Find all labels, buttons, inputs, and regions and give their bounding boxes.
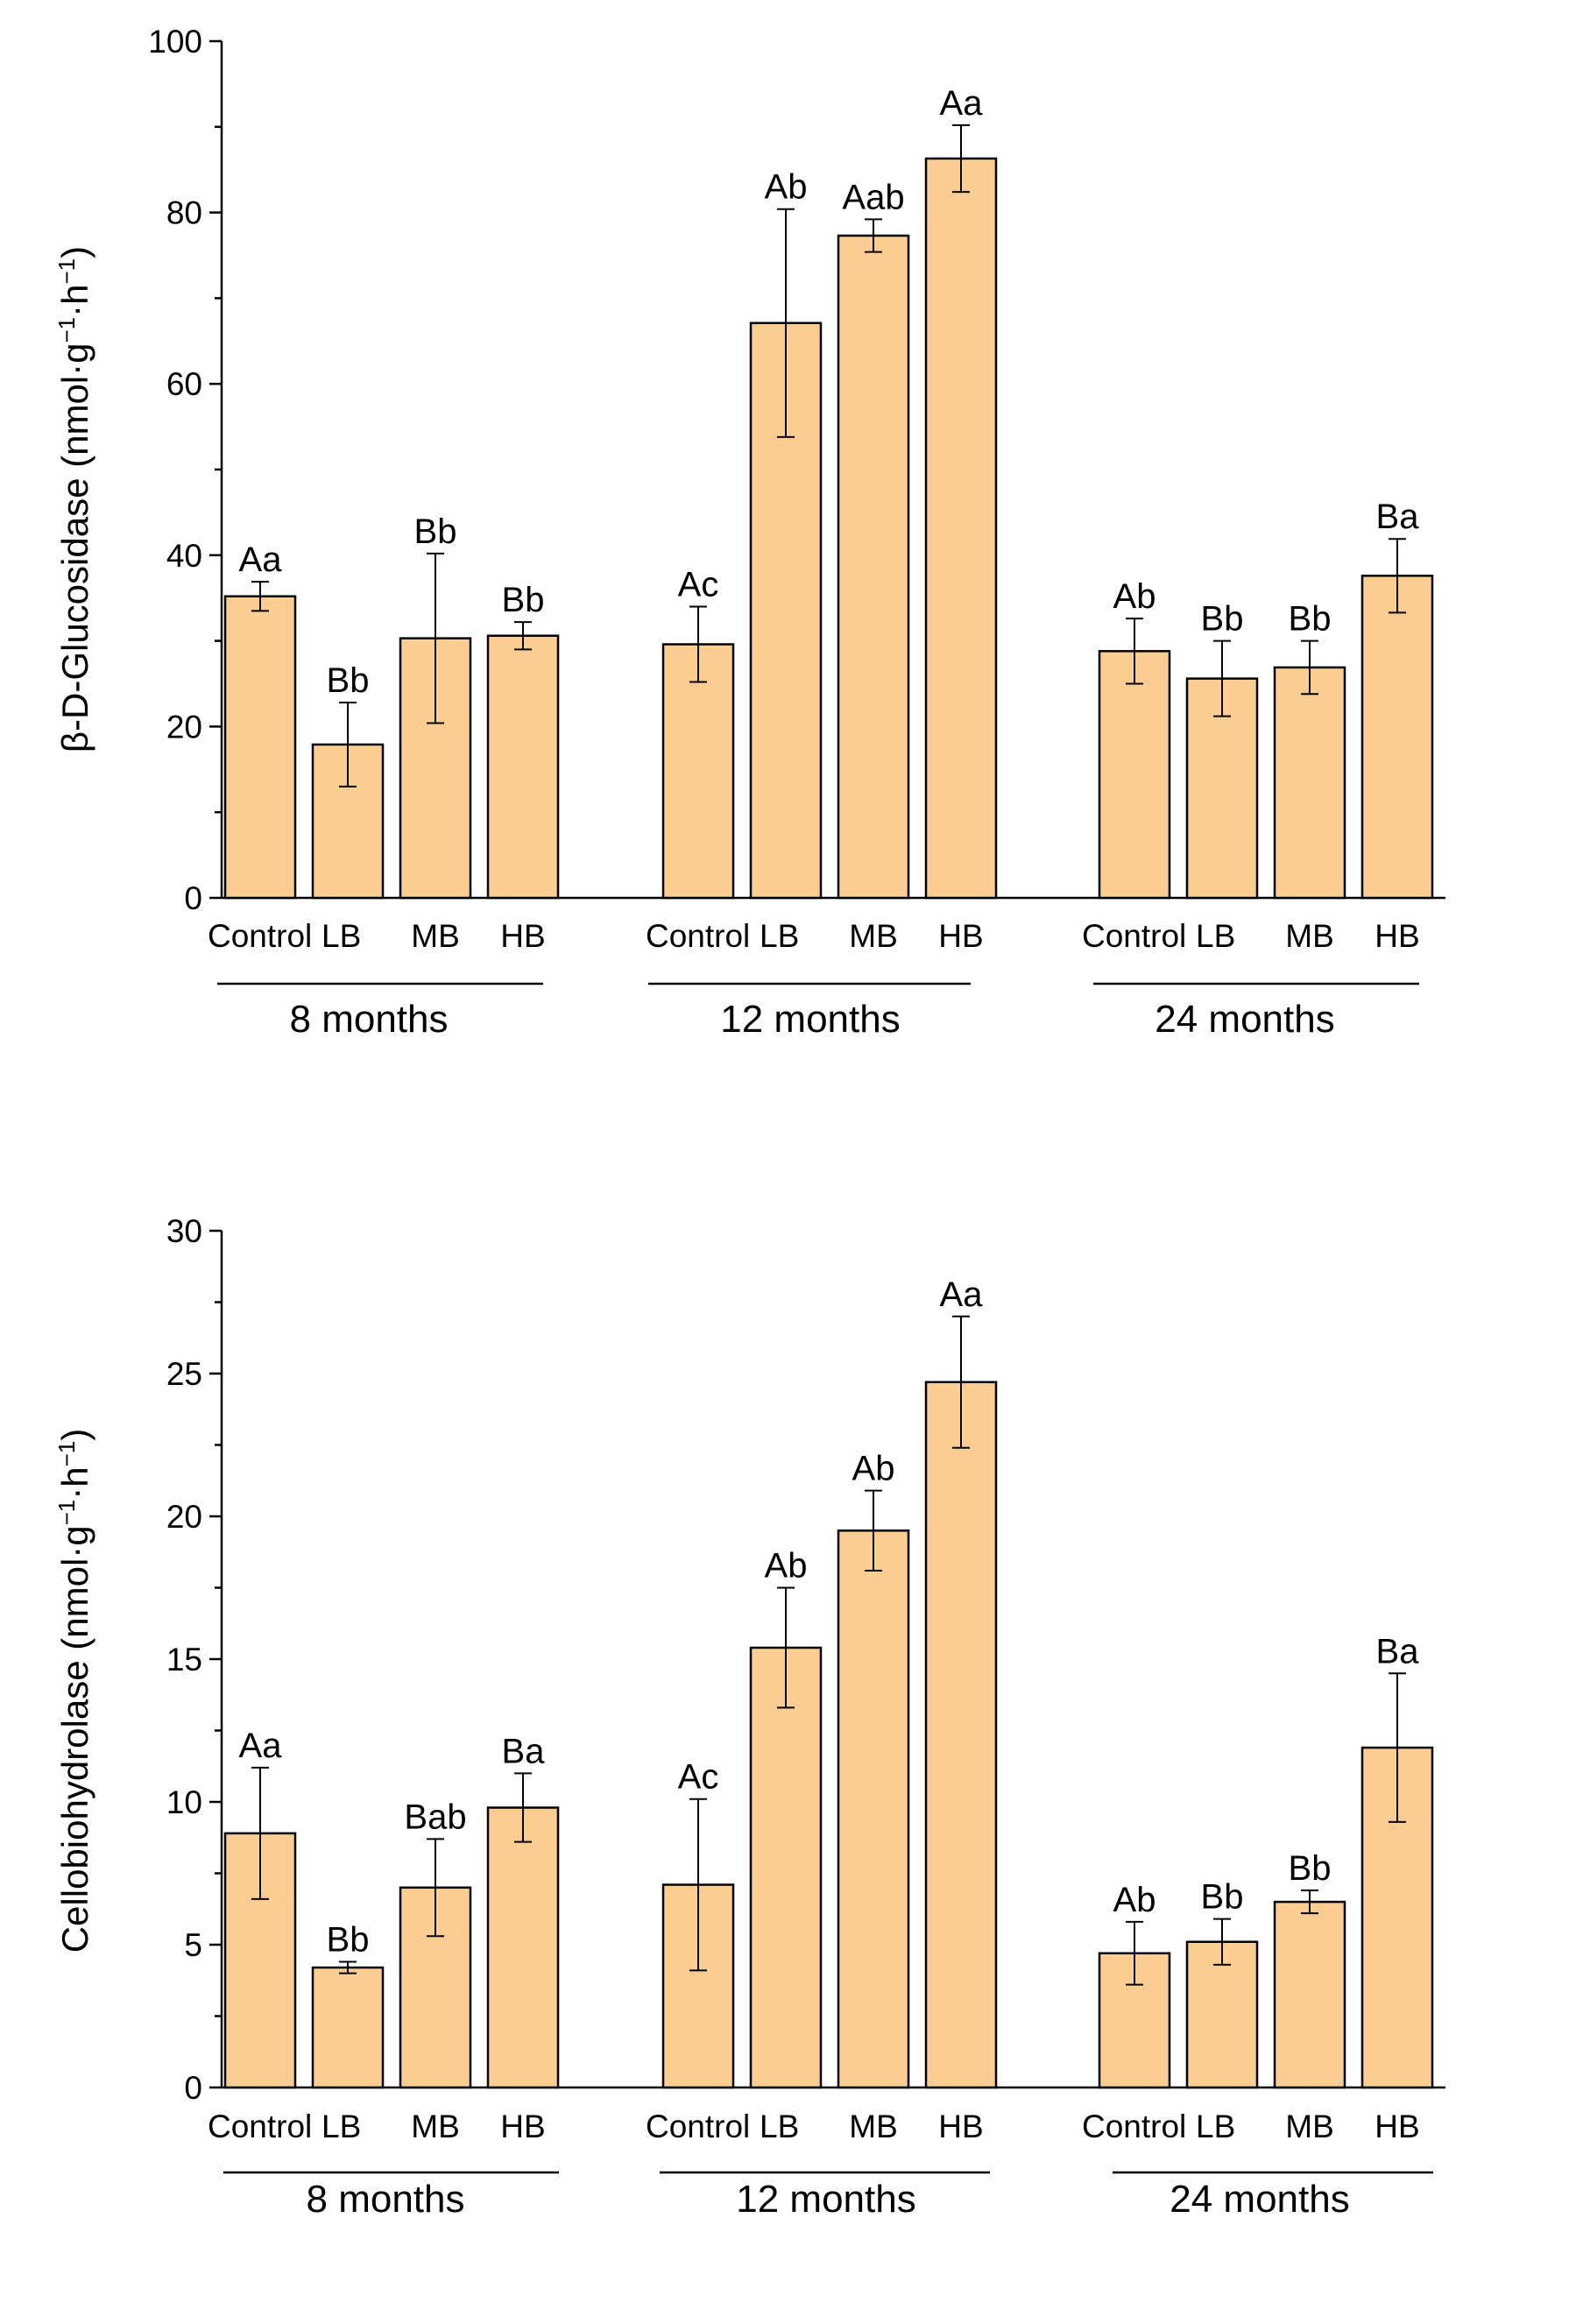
significance-label: Ba (502, 1732, 546, 1770)
category-label: LB (760, 2109, 799, 2144)
y-axis-label-part: −1 (53, 1500, 80, 1526)
category-label: HB (938, 2109, 983, 2144)
group-label: 12 months (736, 2178, 915, 2221)
bar (486, 634, 560, 900)
y-tick-label: 60 (166, 366, 202, 402)
significance-label: Ac (678, 565, 719, 604)
category-label: LB (1196, 918, 1235, 954)
y-axis-label-part: β-D-Glucosidase (nmol·g (54, 343, 95, 753)
y-axis-label-part: ·h (54, 1466, 95, 1499)
bar (1273, 1900, 1346, 2089)
category-label: MB (1285, 918, 1334, 954)
significance-label: Bab (404, 1798, 466, 1836)
significance-label: Aa (940, 1275, 984, 1314)
category-label: Control (646, 2109, 750, 2144)
y-tick-label: 20 (166, 1499, 202, 1535)
category-label: Control (208, 918, 312, 954)
significance-label: Bb (1289, 1849, 1332, 1888)
y-axis-label: β-D-Glucosidase (nmol·g−1·h−1) (53, 246, 95, 752)
significance-label: Bb (502, 581, 545, 619)
bar (1273, 666, 1346, 900)
y-tick-label: 40 (166, 538, 202, 574)
significance-label: Bb (1201, 600, 1244, 639)
significance-label: Ab (852, 1450, 895, 1488)
bar (1185, 1940, 1259, 2089)
bar (837, 1529, 910, 2089)
bar (1098, 650, 1171, 900)
y-axis-label-part: −1 (53, 317, 80, 343)
bar (924, 1381, 998, 2089)
y-tick-label: 0 (184, 2070, 202, 2106)
category-label: Control (646, 918, 750, 954)
bar (924, 157, 998, 900)
category-label: LB (1196, 2109, 1235, 2144)
significance-label: Ac (678, 1758, 719, 1797)
bar (223, 595, 297, 900)
significance-label: Aa (239, 1727, 283, 1765)
y-tick-label: 0 (184, 880, 202, 916)
significance-label: Ab (1113, 1881, 1156, 1919)
category-label: Control (208, 2109, 312, 2144)
y-tick-label: 10 (166, 1784, 202, 1820)
significance-label: Ba (1376, 498, 1420, 536)
bar (1360, 575, 1434, 900)
category-label: HB (500, 918, 545, 954)
significance-label: Aa (239, 540, 283, 579)
bar (311, 1966, 385, 2089)
significance-label: Ab (765, 168, 808, 207)
bar (486, 1806, 560, 2089)
significance-label: Bb (414, 512, 457, 551)
significance-label: Ab (1113, 577, 1156, 616)
category-label: MB (849, 2109, 898, 2144)
y-tick-label: 20 (166, 709, 202, 745)
y-axis-label-part: −1 (53, 1441, 80, 1467)
significance-label: Aab (842, 178, 904, 216)
significance-label: Ab (765, 1547, 808, 1586)
category-label: HB (500, 2109, 545, 2144)
significance-label: Bb (327, 1921, 370, 1960)
significance-label: Ba (1376, 1632, 1420, 1671)
bar (749, 1646, 823, 2089)
significance-label: Bb (1289, 600, 1332, 639)
y-tick-label: 5 (184, 1927, 202, 1963)
category-label: HB (938, 918, 983, 954)
category-label: Control (1082, 2109, 1186, 2144)
group-label: 12 months (720, 998, 900, 1041)
y-tick-label: 25 (166, 1356, 202, 1392)
bar (661, 643, 735, 900)
significance-label: Bb (327, 661, 370, 700)
y-axis-label-part: ) (54, 1429, 95, 1441)
category-label: MB (411, 2109, 460, 2144)
significance-label: Aa (940, 84, 984, 123)
category-label: LB (760, 918, 799, 954)
bar (837, 234, 910, 900)
category-label: MB (849, 918, 898, 954)
group-label: 8 months (290, 998, 449, 1041)
y-tick-label: 15 (166, 1642, 202, 1678)
y-axis-label: Cellobiohydrolase (nmol·g−1·h−1) (53, 1429, 95, 1953)
group-label: 24 months (1155, 998, 1334, 1041)
group-label: 24 months (1170, 2178, 1349, 2221)
category-label: LB (322, 2109, 361, 2144)
y-axis-label-part: ) (54, 246, 95, 258)
category-label: MB (411, 918, 460, 954)
y-tick-label: 80 (166, 195, 202, 231)
y-axis-label-part: Cellobiohydrolase (nmol·g (54, 1525, 95, 1953)
category-label: HB (1375, 2109, 1419, 2144)
y-tick-label: 30 (166, 1213, 202, 1249)
y-axis-label-part: ·h (54, 285, 95, 317)
group-label: 8 months (307, 2178, 465, 2221)
category-label: HB (1375, 918, 1419, 954)
y-axis-label-part: −1 (53, 258, 80, 285)
category-label: Control (1082, 918, 1186, 954)
category-label: MB (1285, 2109, 1334, 2144)
significance-label: Bb (1201, 1878, 1244, 1917)
category-label: LB (322, 918, 361, 954)
y-tick-label: 100 (148, 24, 202, 60)
bar (661, 1883, 735, 2089)
